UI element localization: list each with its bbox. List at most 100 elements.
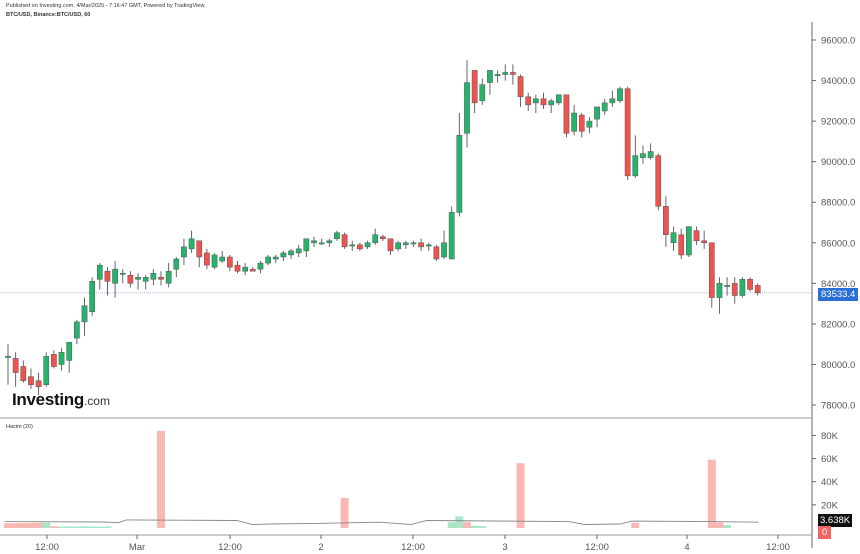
candle-up[interactable] (425, 244, 432, 247)
candle-up[interactable] (66, 341, 73, 361)
candle-down[interactable] (563, 94, 570, 134)
candle-down[interactable] (418, 242, 424, 248)
candle-down[interactable] (517, 76, 524, 98)
volume-bar[interactable] (57, 526, 66, 528)
candle-down[interactable] (51, 354, 57, 367)
candle-up[interactable] (464, 82, 470, 134)
candle-up[interactable] (487, 70, 493, 83)
candle-up[interactable] (349, 244, 356, 247)
candle-up[interactable] (5, 356, 11, 358)
candle-up[interactable] (81, 305, 88, 323)
volume-bar[interactable] (631, 522, 640, 528)
volume-indicator-label[interactable]: Hacim (20) (6, 424, 33, 430)
candle-up[interactable] (257, 262, 264, 270)
candle-down[interactable] (249, 268, 256, 272)
candle-down[interactable] (234, 264, 241, 272)
candle-up[interactable] (150, 272, 157, 280)
candle-up[interactable] (219, 256, 226, 262)
candle-up[interactable] (181, 246, 187, 258)
volume-bar[interactable] (42, 522, 51, 528)
candle-down[interactable] (433, 246, 440, 260)
volume-bar[interactable] (49, 526, 58, 528)
candle-up[interactable] (395, 242, 401, 250)
candle-up[interactable] (670, 232, 677, 244)
candle-up[interactable] (265, 256, 271, 264)
candle-down[interactable] (227, 256, 233, 268)
candle-up[interactable] (89, 281, 96, 313)
candle-up[interactable] (494, 74, 501, 76)
volume-bar[interactable] (72, 526, 81, 528)
candle-up[interactable] (632, 155, 639, 177)
candle-down[interactable] (20, 366, 27, 381)
candle-up[interactable] (242, 266, 249, 272)
volume-bar[interactable] (19, 523, 28, 528)
candle-down[interactable] (624, 88, 631, 177)
candle-down[interactable] (204, 252, 210, 266)
candle-up[interactable] (173, 258, 180, 270)
candle-up[interactable] (74, 321, 80, 339)
candle-up[interactable] (724, 285, 730, 287)
candle-up[interactable] (303, 238, 310, 252)
candle-down[interactable] (701, 240, 707, 244)
candle-up[interactable] (640, 153, 646, 158)
candle-up[interactable] (311, 240, 317, 244)
candle-down[interactable] (693, 230, 700, 242)
candle-up[interactable] (502, 72, 509, 75)
candle-up[interactable] (211, 254, 218, 268)
candle-down[interactable] (35, 380, 42, 388)
candle-up[interactable] (119, 272, 126, 275)
candle-down[interactable] (380, 236, 386, 239)
candle-up[interactable] (647, 151, 654, 158)
candle-up[interactable] (609, 98, 616, 104)
candle-down[interactable] (471, 70, 478, 104)
candle-down[interactable] (747, 279, 753, 290)
candle-up[interactable] (272, 256, 279, 260)
volume-bar[interactable] (455, 516, 464, 528)
candle-up[interactable] (555, 94, 562, 104)
candle-down[interactable] (578, 114, 585, 132)
volume-bar[interactable] (340, 497, 349, 528)
candle-up[interactable] (318, 242, 325, 245)
candle-down[interactable] (196, 240, 203, 258)
candle-down[interactable] (540, 98, 547, 106)
candle-down[interactable] (663, 206, 669, 235)
volume-bar[interactable] (34, 522, 43, 528)
candle-up[interactable] (288, 250, 294, 256)
candle-up[interactable] (448, 212, 455, 260)
volume-bar[interactable] (463, 522, 471, 528)
volume-bar[interactable] (447, 522, 456, 528)
candle-down[interactable] (357, 244, 363, 250)
candle-up[interactable] (326, 240, 333, 244)
candle-down[interactable] (127, 274, 134, 284)
candle-up[interactable] (548, 100, 554, 106)
candle-up[interactable] (617, 88, 623, 102)
candle-up[interactable] (441, 242, 447, 258)
candle-up[interactable] (295, 248, 302, 254)
volume-bar[interactable] (707, 459, 716, 528)
candle-down[interactable] (754, 285, 761, 294)
candle-down[interactable] (655, 155, 662, 207)
candle-up[interactable] (402, 242, 409, 246)
candle-up[interactable] (112, 268, 118, 284)
candle-up[interactable] (43, 356, 50, 386)
candle-up[interactable] (586, 120, 593, 128)
volume-bar[interactable] (715, 522, 724, 528)
candle-down[interactable] (158, 277, 164, 280)
candle-down[interactable] (525, 96, 532, 106)
volume-bar[interactable] (95, 526, 104, 528)
candle-down[interactable] (28, 376, 34, 386)
candle-down[interactable] (708, 242, 715, 298)
candle-up[interactable] (686, 226, 692, 256)
volume-bar[interactable] (470, 525, 479, 528)
candle-down[interactable] (678, 234, 685, 256)
candle-up[interactable] (372, 234, 379, 244)
candle-up[interactable] (456, 135, 463, 213)
candle-down[interactable] (104, 270, 111, 282)
candle-up[interactable] (280, 252, 287, 258)
volume-bar[interactable] (4, 523, 12, 528)
candle-down[interactable] (12, 358, 19, 373)
volume-bar[interactable] (65, 526, 74, 528)
candle-up[interactable] (479, 84, 486, 102)
volume-bar[interactable] (80, 526, 89, 528)
